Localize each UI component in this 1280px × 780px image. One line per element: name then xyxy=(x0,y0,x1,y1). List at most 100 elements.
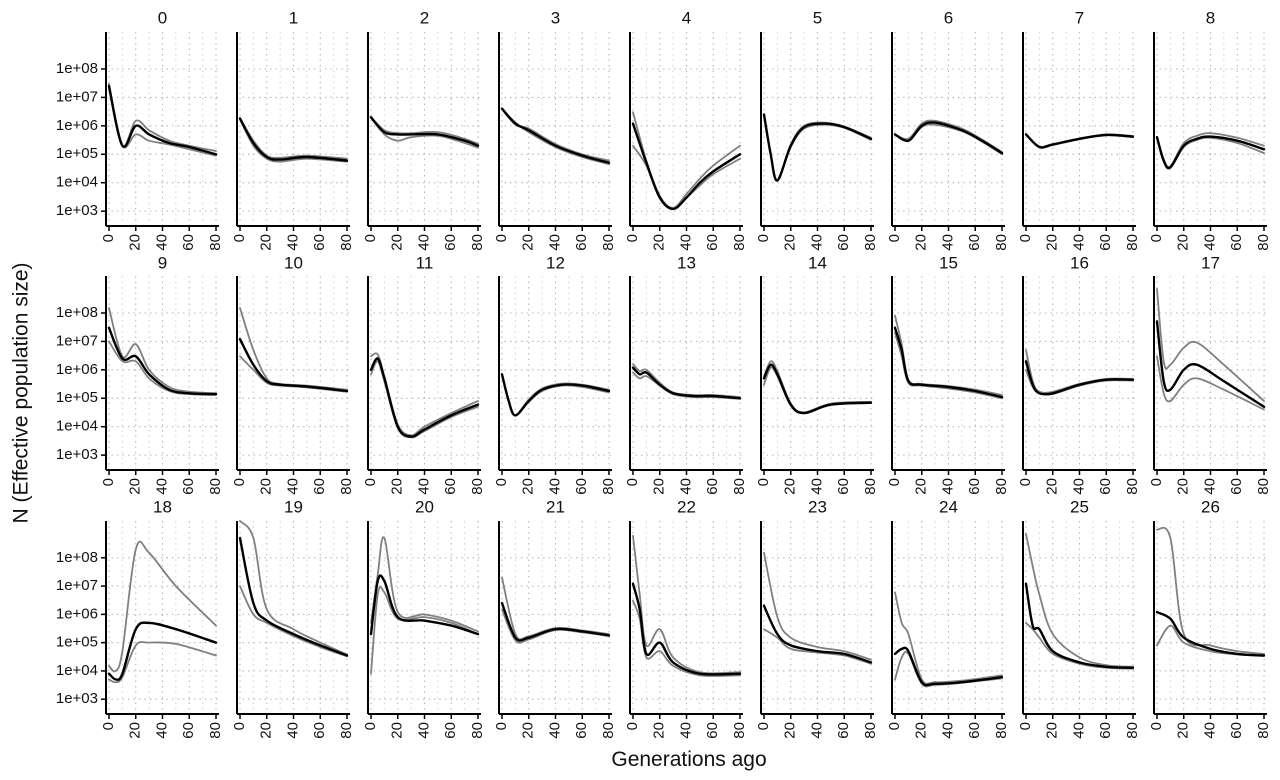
x-tick-label: 20 xyxy=(782,234,799,251)
panel-label: 4 xyxy=(682,8,691,27)
x-tick-label: 40 xyxy=(808,478,825,495)
bound-line-lower xyxy=(1025,368,1134,396)
estimate-line xyxy=(238,117,349,162)
x-tick-label: 80 xyxy=(207,234,224,251)
panel-label: 21 xyxy=(546,497,565,516)
bound-line-lower xyxy=(501,107,610,165)
x-tick-label: 0 xyxy=(886,478,903,486)
panel-label: 17 xyxy=(1201,253,1220,272)
x-tick-label: 40 xyxy=(1201,234,1218,251)
x-tick-label: 20 xyxy=(127,234,144,251)
x-tick-label: 80 xyxy=(731,234,748,251)
x-tick-label: 0 xyxy=(755,478,772,486)
x-tick-label: 60 xyxy=(180,722,197,739)
panel-17: 17 0 20 40 60 80 xyxy=(1148,253,1272,494)
bound-line-upper xyxy=(370,536,479,633)
y-tick-label: 1e+06 xyxy=(56,117,98,134)
x-tick-label: 40 xyxy=(546,234,563,251)
estimate-line xyxy=(762,604,873,664)
estimate-line xyxy=(369,116,480,147)
panel-label: 20 xyxy=(415,497,434,516)
estimate-line xyxy=(369,357,480,438)
estimate-line xyxy=(631,582,742,676)
panel-3: 3 0 20 40 60 80 xyxy=(493,8,617,250)
panel-label: 1 xyxy=(289,8,298,27)
x-tick-label: 20 xyxy=(1044,722,1061,739)
x-tick-label: 80 xyxy=(731,722,748,739)
x-tick-label: 60 xyxy=(704,234,721,251)
x-tick-label: 0 xyxy=(755,234,772,242)
x-tick-label: 60 xyxy=(835,722,852,739)
estimate-line xyxy=(500,373,611,417)
x-tick-label: 0 xyxy=(493,722,510,730)
panel-2: 20 20 40 60 80 xyxy=(362,8,486,250)
panel-10: 10 0 20 40 60 80 xyxy=(231,253,355,494)
x-tick-label: 60 xyxy=(442,478,459,495)
x-tick-label: 40 xyxy=(677,234,694,251)
x-tick-label: 40 xyxy=(808,234,825,251)
x-tick-label: 0 xyxy=(624,722,641,730)
y-tick-label: 1e+05 xyxy=(56,634,98,651)
panel-21: 21 0 20 40 60 80 xyxy=(493,497,617,738)
x-tick-label: 60 xyxy=(180,478,197,495)
x-tick-label: 40 xyxy=(415,722,432,739)
bound-line-lower xyxy=(1025,133,1134,149)
estimate-line xyxy=(893,326,1004,399)
bound-line-upper xyxy=(894,591,1003,685)
x-tick-label: 60 xyxy=(442,722,459,739)
x-tick-label: 20 xyxy=(520,234,537,251)
y-tick-label: 1e+03 xyxy=(56,446,98,463)
panel-label: 10 xyxy=(284,253,303,272)
panel-24: 24 0 20 40 60 80 xyxy=(886,497,1010,738)
x-tick-label: 20 xyxy=(1044,234,1061,251)
bound-line-lower xyxy=(632,144,741,210)
y-tick-label: 1e+05 xyxy=(56,389,98,406)
panel-label: 18 xyxy=(153,497,172,516)
x-tick-label: 20 xyxy=(258,722,275,739)
x-tick-label: 80 xyxy=(993,234,1010,251)
x-tick-label: 40 xyxy=(284,722,301,739)
panel-16: 16 0 20 40 60 80 xyxy=(1017,253,1141,494)
panel-18: 18 0 20 40 60 80 1e+03 1e+04 1e+05 1e+06 1e+07 1e+0… xyxy=(56,497,224,738)
y-tick-label: 1e+04 xyxy=(56,662,98,679)
x-tick-label: 60 xyxy=(1097,234,1114,251)
x-tick-label: 40 xyxy=(415,234,432,251)
x-tick-label: 40 xyxy=(1070,478,1087,495)
panel-label: 3 xyxy=(551,8,560,27)
x-tick-label: 80 xyxy=(993,722,1010,739)
x-tick-label: 40 xyxy=(1201,722,1218,739)
y-tick-label: 1e+06 xyxy=(56,605,98,622)
y-tick-label: 1e+08 xyxy=(56,304,98,321)
estimate-line xyxy=(107,84,218,156)
x-tick-label: 60 xyxy=(966,234,983,251)
y-tick-label: 1e+08 xyxy=(56,549,98,566)
x-tick-label: 80 xyxy=(207,478,224,495)
x-tick-label: 20 xyxy=(651,478,668,495)
x-tick-label: 60 xyxy=(573,234,590,251)
estimate-line xyxy=(631,122,742,211)
x-tick-label: 20 xyxy=(389,722,406,739)
x-tick-label: 0 xyxy=(231,234,248,242)
panel-12: 12 0 20 40 60 80 xyxy=(493,253,617,494)
bound-line-lower xyxy=(239,585,348,658)
x-tick-label: 40 xyxy=(677,478,694,495)
x-tick-label: 80 xyxy=(207,722,224,739)
x-tick-label: 80 xyxy=(1124,722,1141,739)
bound-line-upper xyxy=(108,307,217,395)
estimate-line xyxy=(893,121,1004,155)
estimate-line xyxy=(893,646,1004,687)
x-tick-label: 60 xyxy=(573,722,590,739)
panel-26: 26 0 20 40 60 80 xyxy=(1148,497,1272,738)
x-tick-label: 0 xyxy=(1148,478,1165,486)
panel-7: 7 0 20 40 60 80 xyxy=(1017,8,1141,250)
panel-13: 13 0 20 40 60 80 xyxy=(624,253,748,494)
panel-label: 26 xyxy=(1201,497,1220,516)
x-tick-label: 0 xyxy=(1017,722,1034,730)
bound-line-lower xyxy=(632,600,741,677)
panel-25: 25 0 20 40 60 80 xyxy=(1017,497,1141,738)
panel-label: 15 xyxy=(939,253,958,272)
x-tick-label: 0 xyxy=(624,478,641,486)
x-tick-label: 20 xyxy=(1175,234,1192,251)
x-tick-label: 0 xyxy=(100,722,117,730)
panel-label: 6 xyxy=(944,8,953,27)
